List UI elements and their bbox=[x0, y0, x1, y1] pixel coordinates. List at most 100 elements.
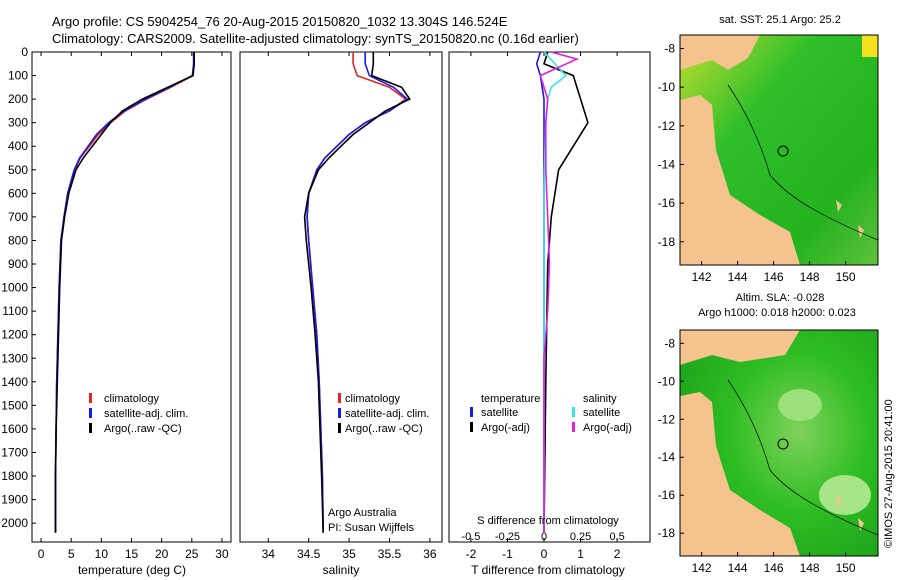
sla-high-patch bbox=[778, 389, 822, 421]
x-tick-label: 35 bbox=[342, 547, 356, 561]
land-islands bbox=[836, 495, 864, 531]
sla-map-axes: 142 144 146 148 150 -8 -10 -12 -14 -16 -18 bbox=[658, 336, 856, 575]
bathymetry-contour bbox=[727, 84, 878, 241]
x-tick-label: 20 bbox=[155, 547, 169, 561]
map-x-tick-label: 146 bbox=[764, 561, 784, 575]
map-x-tick-label: 142 bbox=[692, 270, 712, 284]
x-tick-label: 10 bbox=[95, 547, 109, 561]
legend-label-climatology: climatology bbox=[104, 393, 160, 405]
x-tick-label: 15 bbox=[125, 547, 139, 561]
land-cape-york bbox=[680, 392, 800, 556]
legend-swatch-climatology bbox=[89, 393, 92, 403]
legend-swatch-argo bbox=[89, 423, 92, 433]
salinity-plot-frame bbox=[239, 51, 443, 543]
series-line-argo bbox=[303, 52, 411, 533]
salinity-profile-panel: 34 34.5 35 35.5 36 salinity climatology sate… bbox=[239, 51, 443, 577]
legend-label-climatology: climatology bbox=[345, 393, 401, 405]
salinity-legend: climatology satellite-adj. clim. Argo(..… bbox=[338, 393, 429, 435]
y-tick-label: 1100 bbox=[2, 304, 28, 318]
difference-profile-panel: -2 -1 0 1 2 -0.5 -0.25 0 0.25 0.5 S difference fr… bbox=[448, 51, 651, 577]
warm-patch bbox=[862, 35, 878, 57]
map-y-tick-label: -14 bbox=[658, 157, 676, 171]
x-tick-label: 30 bbox=[215, 547, 229, 561]
y-tick-label: 200 bbox=[8, 92, 28, 106]
map-x-tick-label: 150 bbox=[836, 561, 856, 575]
x-tick-label: 2 bbox=[614, 547, 621, 561]
sla-map-panel: Altim. SLA: -0.028 Argo h1000: 0.018 h20… bbox=[658, 292, 879, 575]
s-tick-label: -0.5 bbox=[461, 531, 480, 543]
legend-label-s-satellite: satellite bbox=[583, 407, 620, 419]
y-tick-label: 800 bbox=[8, 233, 28, 247]
temperature-xlabel: temperature (deg C) bbox=[78, 563, 186, 577]
series-line-t-argo bbox=[543, 51, 589, 533]
y-tick-label: 1300 bbox=[1, 351, 28, 365]
difference-series bbox=[535, 51, 589, 533]
sla-high-patch bbox=[819, 475, 871, 515]
legend-swatch-climatology bbox=[338, 393, 341, 403]
y-tick-label: 1900 bbox=[1, 493, 28, 507]
difference-plot-frame bbox=[448, 51, 651, 543]
legend-label-satellite: satellite-adj. clim. bbox=[104, 408, 188, 420]
argo-location-marker bbox=[777, 145, 789, 157]
y-tick-label: 1200 bbox=[1, 328, 28, 342]
legend-swatch-t-satellite bbox=[470, 407, 473, 417]
y-tick-label: 1800 bbox=[1, 469, 28, 483]
map-y-tick-label: -8 bbox=[664, 42, 675, 56]
salinity-xlabel: salinity bbox=[323, 563, 360, 577]
s-tick-label: -0.25 bbox=[495, 531, 520, 543]
x-tick-label: 34 bbox=[262, 547, 276, 561]
y-tick-label: 300 bbox=[8, 116, 28, 130]
land-new-guinea bbox=[680, 35, 760, 70]
x-tick-label: 25 bbox=[185, 547, 199, 561]
y-tick-label: 500 bbox=[8, 163, 28, 177]
legend-swatch-s-satellite bbox=[572, 407, 575, 417]
y-tick-label: 1500 bbox=[1, 398, 28, 412]
map-y-tick-label: -12 bbox=[658, 119, 676, 133]
map-x-tick-label: 142 bbox=[692, 561, 712, 575]
map-y-tick-label: -16 bbox=[658, 196, 676, 210]
temperature-plot-frame bbox=[31, 51, 232, 543]
temperature-profile-panel: 0100200300400500600700800900100011001200… bbox=[1, 45, 232, 577]
map-y-tick-label: -10 bbox=[658, 80, 676, 94]
land-cape-york bbox=[680, 95, 800, 265]
x-tick-label: 0 bbox=[541, 547, 548, 561]
y-tick-label: 1700 bbox=[1, 445, 28, 459]
temperature-x-axis: 0 5 10 15 20 25 30 bbox=[38, 52, 229, 561]
t-difference-xlabel: T difference from climatology bbox=[471, 563, 625, 577]
x-tick-label: -2 bbox=[466, 547, 477, 561]
legend-swatch-satellite bbox=[89, 408, 92, 418]
sst-map-title: sat. SST: 25.1 Argo: 25.2 bbox=[719, 14, 841, 26]
pi-name-label: PI: Susan Wijffels bbox=[328, 522, 414, 534]
t-difference-x-axis: -2 -1 0 1 2 -0.5 -0.25 0 0.25 0.5 bbox=[461, 52, 625, 561]
map-x-tick-label: 146 bbox=[764, 270, 784, 284]
legend-label-t-argo: Argo(-adj) bbox=[481, 422, 530, 434]
legend-label-argo: Argo(..raw -QC) bbox=[345, 423, 423, 435]
s-tick-label: 0 bbox=[541, 531, 547, 543]
argo-australia-label: Argo Australia bbox=[328, 507, 397, 519]
y-tick-label: 400 bbox=[8, 139, 28, 153]
y-tick-label: 700 bbox=[8, 210, 28, 224]
sla-map-title: Altim. SLA: -0.028 bbox=[736, 292, 825, 304]
legend-swatch-argo bbox=[338, 423, 341, 433]
legend-salinity-title: salinity bbox=[583, 393, 617, 405]
legend-temperature-title: temperature bbox=[481, 393, 540, 405]
argo-location-marker bbox=[777, 438, 789, 450]
map-x-tick-label: 150 bbox=[836, 270, 856, 284]
land-islands bbox=[836, 200, 864, 238]
y-tick-label: 100 bbox=[8, 69, 28, 83]
imos-credit: ©IMOS 27-Aug-2015 20:41:00 bbox=[883, 399, 895, 548]
x-tick-label: 0 bbox=[38, 547, 45, 561]
map-y-tick-label: -16 bbox=[658, 488, 676, 502]
s-tick-label: 0.25 bbox=[570, 531, 591, 543]
y-tick-label: 1400 bbox=[1, 375, 28, 389]
s-difference-xlabel: S difference from climatology bbox=[477, 515, 619, 527]
series-line-argo bbox=[54, 52, 195, 533]
x-tick-label: 36 bbox=[423, 547, 437, 561]
x-tick-label: -1 bbox=[502, 547, 513, 561]
x-tick-label: 35.5 bbox=[378, 547, 402, 561]
sla-map-image bbox=[680, 330, 878, 556]
sst-map-image bbox=[680, 35, 878, 265]
difference-legend: temperature satellite Argo(-adj) salinit… bbox=[470, 393, 632, 434]
map-x-tick-label: 144 bbox=[728, 561, 748, 575]
